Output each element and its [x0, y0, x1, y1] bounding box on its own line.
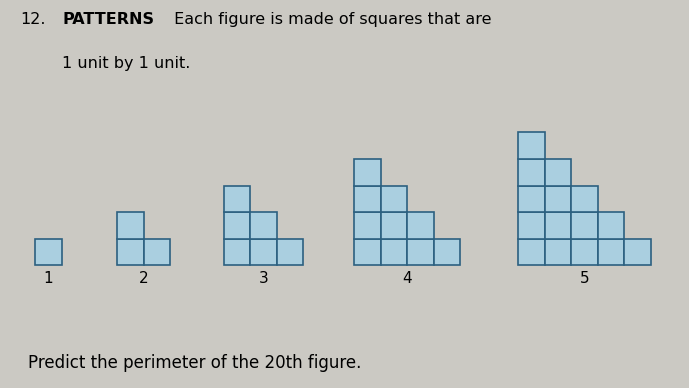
Bar [223, 239, 250, 265]
Text: Predict the perimeter of the 20th figure.: Predict the perimeter of the 20th figure… [28, 355, 361, 372]
Bar [354, 239, 380, 265]
Bar [518, 185, 545, 212]
Bar [571, 185, 598, 212]
Bar [433, 239, 460, 265]
Bar [518, 212, 545, 239]
Bar [223, 185, 250, 212]
Bar [598, 239, 624, 265]
Bar [545, 159, 571, 185]
Bar [518, 132, 545, 159]
Text: 1: 1 [43, 271, 53, 286]
Text: 1 unit by 1 unit.: 1 unit by 1 unit. [62, 56, 190, 71]
Bar [250, 239, 277, 265]
Bar [545, 185, 571, 212]
Text: 5: 5 [580, 271, 590, 286]
Bar [624, 239, 651, 265]
Bar [571, 212, 598, 239]
Bar [407, 212, 433, 239]
Bar [407, 239, 433, 265]
Bar [354, 185, 380, 212]
Bar [545, 212, 571, 239]
Text: PATTERNS: PATTERNS [62, 12, 154, 27]
Bar [277, 239, 303, 265]
Bar [250, 212, 277, 239]
Bar [545, 239, 571, 265]
Text: 12.: 12. [21, 12, 46, 27]
Bar [380, 239, 407, 265]
Text: Each figure is made of squares that are: Each figure is made of squares that are [169, 12, 491, 27]
Bar [571, 239, 598, 265]
Bar [354, 212, 380, 239]
Bar [117, 212, 144, 239]
Bar [117, 239, 144, 265]
Bar [35, 239, 62, 265]
Bar [518, 159, 545, 185]
Bar [380, 185, 407, 212]
Bar [380, 212, 407, 239]
Bar [223, 212, 250, 239]
Text: 2: 2 [139, 271, 149, 286]
Text: 3: 3 [258, 271, 268, 286]
Bar [598, 212, 624, 239]
Text: 4: 4 [402, 271, 412, 286]
Bar [354, 159, 380, 185]
Bar [518, 239, 545, 265]
Bar [144, 239, 170, 265]
